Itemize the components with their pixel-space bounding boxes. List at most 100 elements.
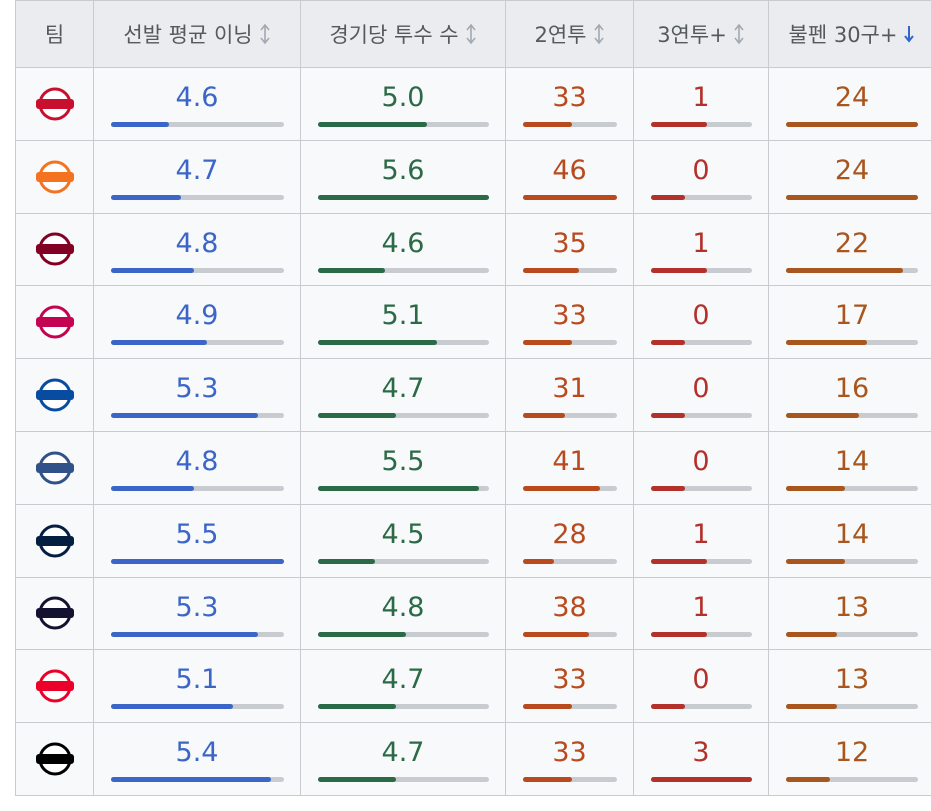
stat-cell: 33 xyxy=(505,649,634,724)
header-cell[interactable]: 2연투 xyxy=(505,0,634,68)
stat-value: 4.6 xyxy=(381,227,425,259)
stat-cell: 4.9 xyxy=(93,285,301,360)
bar xyxy=(651,194,685,200)
header-label: 불펜 30구+ xyxy=(788,23,898,47)
sort-icon[interactable] xyxy=(733,23,745,45)
sort-icon[interactable] xyxy=(593,23,605,45)
stat-cell: 1 xyxy=(633,212,769,287)
bar-track xyxy=(318,631,489,637)
stat-value: 4.7 xyxy=(175,154,219,186)
stat-cell: 5.1 xyxy=(93,649,301,724)
stat-value: 4.7 xyxy=(381,664,425,696)
bar-track xyxy=(111,631,284,637)
bar xyxy=(318,267,386,273)
stat-cell: 5.3 xyxy=(93,358,301,432)
stat-value: 4.8 xyxy=(175,446,219,477)
team-logo xyxy=(35,232,74,266)
stat-cell: 4.6 xyxy=(93,67,301,141)
header-cell[interactable]: 3연투+ xyxy=(633,0,769,68)
team-logo xyxy=(35,596,74,630)
team-logo xyxy=(35,669,74,703)
sort-icon[interactable] xyxy=(465,23,477,45)
stat-value: 4.8 xyxy=(175,227,219,259)
stat-cell: 31 xyxy=(505,358,634,432)
team-cell xyxy=(15,212,94,287)
stat-value: 5.1 xyxy=(175,664,219,696)
bar xyxy=(111,413,259,419)
bar-track xyxy=(651,631,752,637)
bar-track xyxy=(318,267,489,273)
stat-value: 33 xyxy=(552,737,587,769)
bar xyxy=(318,704,396,710)
bar xyxy=(523,194,617,200)
bar xyxy=(111,486,195,491)
stat-value: 24 xyxy=(834,154,870,186)
bar-track xyxy=(651,194,752,200)
stat-cell: 28 xyxy=(505,503,634,578)
bar-track xyxy=(318,777,489,783)
stat-value: 14 xyxy=(834,518,870,550)
stat-value: 0 xyxy=(692,373,710,405)
bar xyxy=(111,558,284,564)
header-cell[interactable]: 경기당 투수 수 xyxy=(300,0,506,68)
bar xyxy=(523,413,565,419)
stat-value: 22 xyxy=(834,227,870,259)
team-cell xyxy=(15,722,94,796)
stat-value: 1 xyxy=(692,227,710,259)
stat-value: 14 xyxy=(834,446,870,477)
stat-cell: 0 xyxy=(633,431,769,505)
stat-cell: 0 xyxy=(633,649,769,724)
bar xyxy=(318,777,396,783)
stat-cell: 16 xyxy=(768,358,931,432)
bar-track xyxy=(786,340,918,346)
header-label: 경기당 투수 수 xyxy=(329,23,459,47)
bar-track xyxy=(651,413,752,419)
bar-track xyxy=(651,340,752,346)
stat-cell: 38 xyxy=(505,576,634,651)
sort-icon[interactable] xyxy=(259,23,271,45)
stat-value: 1 xyxy=(692,82,710,113)
stat-cell: 46 xyxy=(505,139,634,214)
stat-value: 5.5 xyxy=(381,446,425,477)
stat-cell: 4.7 xyxy=(300,358,506,432)
team-cell xyxy=(15,503,94,578)
stat-value: 5.5 xyxy=(175,518,219,550)
header-cell[interactable]: 선발 평균 이닝 xyxy=(93,0,301,68)
stat-value: 0 xyxy=(692,300,710,332)
bar-track xyxy=(786,704,918,710)
stat-cell: 4.8 xyxy=(93,431,301,505)
bar-track xyxy=(111,122,284,127)
sort-icon[interactable] xyxy=(903,23,915,45)
stat-cell: 0 xyxy=(633,358,769,432)
stat-cell: 4.7 xyxy=(93,139,301,214)
bar xyxy=(111,777,272,783)
stat-value: 4.6 xyxy=(175,82,219,113)
stat-cell: 5.6 xyxy=(300,139,506,214)
stat-cell: 5.1 xyxy=(300,285,506,360)
stat-value: 38 xyxy=(552,591,587,623)
bar xyxy=(786,704,838,710)
bar xyxy=(786,631,838,637)
bar-track xyxy=(111,413,284,419)
bar-track xyxy=(786,631,918,637)
stat-value: 31 xyxy=(552,373,587,405)
bar xyxy=(651,267,708,273)
stat-cell: 33 xyxy=(505,722,634,796)
bar xyxy=(523,558,555,564)
bar xyxy=(651,122,708,127)
stat-cell: 4.8 xyxy=(300,576,506,651)
bar xyxy=(318,122,427,127)
stat-cell: 12 xyxy=(768,722,931,796)
stat-cell: 4.7 xyxy=(300,649,506,724)
stat-cell: 5.3 xyxy=(93,576,301,651)
header-cell[interactable]: 불펜 30구+ xyxy=(768,0,931,68)
bar xyxy=(786,558,845,564)
bar-track xyxy=(523,704,617,710)
bar-track xyxy=(318,704,489,710)
team-logo xyxy=(35,378,74,412)
header-label: 선발 평균 이닝 xyxy=(123,23,253,47)
team-cell xyxy=(15,139,94,214)
header-label: 팀 xyxy=(44,23,65,47)
header-label: 3연투+ xyxy=(657,23,727,47)
bar-track xyxy=(111,704,284,710)
